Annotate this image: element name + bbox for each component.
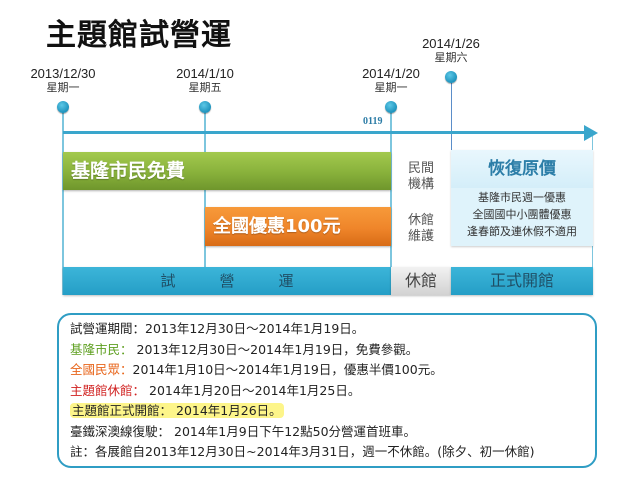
- marker-dot-icon: [445, 71, 457, 83]
- note-label: 主題館休館：: [70, 382, 146, 398]
- band-official-opening: 正式開館: [451, 267, 593, 295]
- arrow-right-icon: [584, 125, 598, 141]
- marker-label-start: 2013/12/30 星期一: [8, 66, 118, 95]
- marker-weekday: 星期一: [374, 81, 408, 94]
- marker-date: 2013/12/30: [30, 66, 96, 81]
- band-char: 運: [278, 272, 294, 290]
- bar-national-discount: 全國優惠100元: [205, 207, 391, 246]
- note-label: 註：: [70, 444, 96, 459]
- marker-dot-icon: [385, 101, 397, 113]
- resume-line: 全國國中小團體優惠: [472, 208, 572, 221]
- tick-label-0119: 0119: [363, 116, 383, 127]
- note-railway: 臺鐵深澳線復駛： 2014年1月9日下午12點50分營運首班車。: [70, 422, 595, 443]
- note-trial-period: 試營運期間：2013年12月30日～2014年1月19日。: [70, 319, 595, 340]
- closure-note-line: 民間: [407, 161, 434, 176]
- resume-line: 基隆市民週一優惠: [478, 191, 566, 204]
- note-text: 2013年12月30日～2014年1月19日。: [145, 321, 365, 336]
- marker-line-start: [62, 112, 64, 295]
- bar-keelung-free: 基隆市民免費: [63, 152, 391, 190]
- note-text: 各展館自2013年12月30日~2014年3月31日，週一不休館。(除夕、初一休…: [95, 444, 535, 459]
- note-opening: 主題館正式開館： 2014年1月26日。: [70, 401, 595, 422]
- marker-date: 2014/1/10: [176, 66, 234, 81]
- band-closed: 休館: [391, 267, 451, 295]
- note-text: 2014年1月26日。: [172, 403, 282, 418]
- note-label: 試營運期間：: [70, 321, 146, 336]
- notes-box: 試營運期間：2013年12月30日～2014年1月19日。 基隆市民： 2013…: [57, 313, 597, 468]
- marker-line-closure: [390, 112, 392, 267]
- note-national: 全國民眾：2014年1月10日～2014年1月19日，優惠半價100元。: [70, 360, 595, 381]
- marker-line-opening: [451, 82, 452, 150]
- note-highlight: 主題館正式開館： 2014年1月26日。: [70, 403, 284, 418]
- note-label: 臺鐵深澳線復駛：: [70, 423, 171, 439]
- marker-date: 2014/1/26: [422, 36, 480, 51]
- note-text: 2013年12月30日～2014年1月19日，免費參觀。: [132, 341, 419, 357]
- timeline-axis: [63, 131, 587, 134]
- resume-line: 逢春節及連休假不適用: [467, 225, 577, 238]
- marker-weekday: 星期五: [188, 81, 222, 94]
- band-char: 試: [160, 272, 176, 290]
- note-label: 主題館正式開館：: [72, 403, 173, 418]
- closure-note-private: 民間 機構: [394, 161, 448, 193]
- note-text: 2014年1月10日～2014年1月19日，優惠半價100元。: [132, 362, 443, 377]
- page-title: 主題館試營運: [46, 18, 232, 53]
- marker-label-national: 2014/1/10 星期五: [150, 66, 260, 95]
- note-keelung: 基隆市民： 2013年12月30日～2014年1月19日，免費參觀。: [70, 340, 595, 361]
- marker-weekday: 星期六: [434, 51, 468, 64]
- closure-note-maintenance: 休館 維護: [394, 213, 448, 245]
- marker-label-opening: 2014/1/26 星期六: [396, 36, 506, 65]
- note-label: 全國民眾：: [70, 362, 133, 377]
- closure-note-line: 休館: [407, 213, 434, 228]
- marker-weekday: 星期一: [46, 81, 80, 94]
- note-label: 基隆市民：: [70, 341, 133, 357]
- band-trial-operation: 試營運: [63, 267, 391, 295]
- marker-dot-icon: [57, 101, 69, 113]
- marker-label-closure: 2014/1/20 星期一: [336, 66, 446, 95]
- closure-note-line: 維護: [407, 229, 434, 244]
- note-text: 2014年1月20日～2014年1月25日。: [145, 382, 361, 398]
- note-closure: 主題館休館： 2014年1月20日～2014年1月25日。: [70, 381, 595, 402]
- marker-date: 2014/1/20: [362, 66, 420, 81]
- marker-dot-icon: [199, 101, 211, 113]
- resume-price-heading: 恢復原價: [451, 150, 593, 188]
- note-text: 2014年1月9日下午12點50分營運首班車。: [170, 423, 417, 439]
- band-char: 營: [219, 272, 235, 290]
- closure-note-line: 機構: [407, 177, 434, 192]
- note-remark: 註：各展館自2013年12月30日~2014年3月31日，週一不休館。(除夕、初…: [70, 442, 595, 463]
